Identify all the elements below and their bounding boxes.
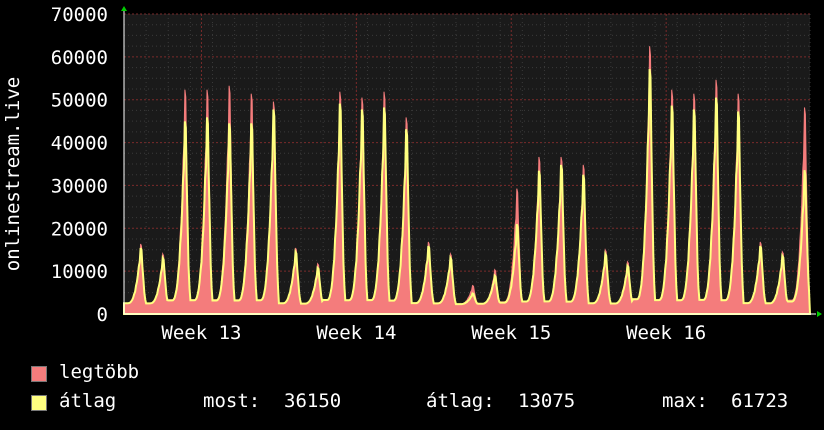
legend-label-atlag: átlag	[59, 390, 117, 412]
y-tick-label: 20000	[51, 218, 108, 240]
y-tick-label: 70000	[51, 4, 108, 26]
y-tick-label: 10000	[51, 261, 108, 283]
y-tick-label: 30000	[51, 175, 108, 197]
series-atlag-line	[123, 68, 812, 315]
stat-max-label: max:	[662, 390, 708, 412]
y-tick-labels: 0 10000 20000 30000 40000 50000 60000 70000	[51, 4, 108, 326]
stat-atlag-label: átlag:	[426, 390, 495, 412]
y-tick-label: 50000	[51, 90, 108, 112]
legend-swatch-legtobb	[31, 366, 47, 382]
y-axis-arrow	[121, 6, 127, 11]
stat-most-value: 36150	[284, 390, 342, 412]
y-tick-label: 40000	[51, 133, 108, 155]
x-tick-label: Week 15	[471, 322, 551, 344]
y-tick-label: 0	[97, 304, 108, 326]
x-tick-label: Week 16	[626, 322, 706, 344]
stat-atlag-value: 13075	[518, 390, 576, 412]
x-tick-label: Week 14	[316, 322, 396, 344]
y-axis-label: onlinestream.live	[2, 77, 24, 271]
x-tick-labels: Week 13 Week 14 Week 15 Week 16	[161, 322, 706, 344]
x-axis-arrow	[817, 311, 822, 317]
stat-max-value: 61723	[731, 390, 789, 412]
axes	[121, 6, 822, 317]
x-tick-label: Week 13	[161, 322, 241, 344]
series-atlag	[123, 68, 812, 315]
legend-label-legtobb: legtöbb	[59, 361, 140, 383]
y-tick-label: 60000	[51, 47, 108, 69]
stat-most-label: most:	[203, 390, 261, 412]
legend-swatch-atlag	[31, 395, 47, 411]
